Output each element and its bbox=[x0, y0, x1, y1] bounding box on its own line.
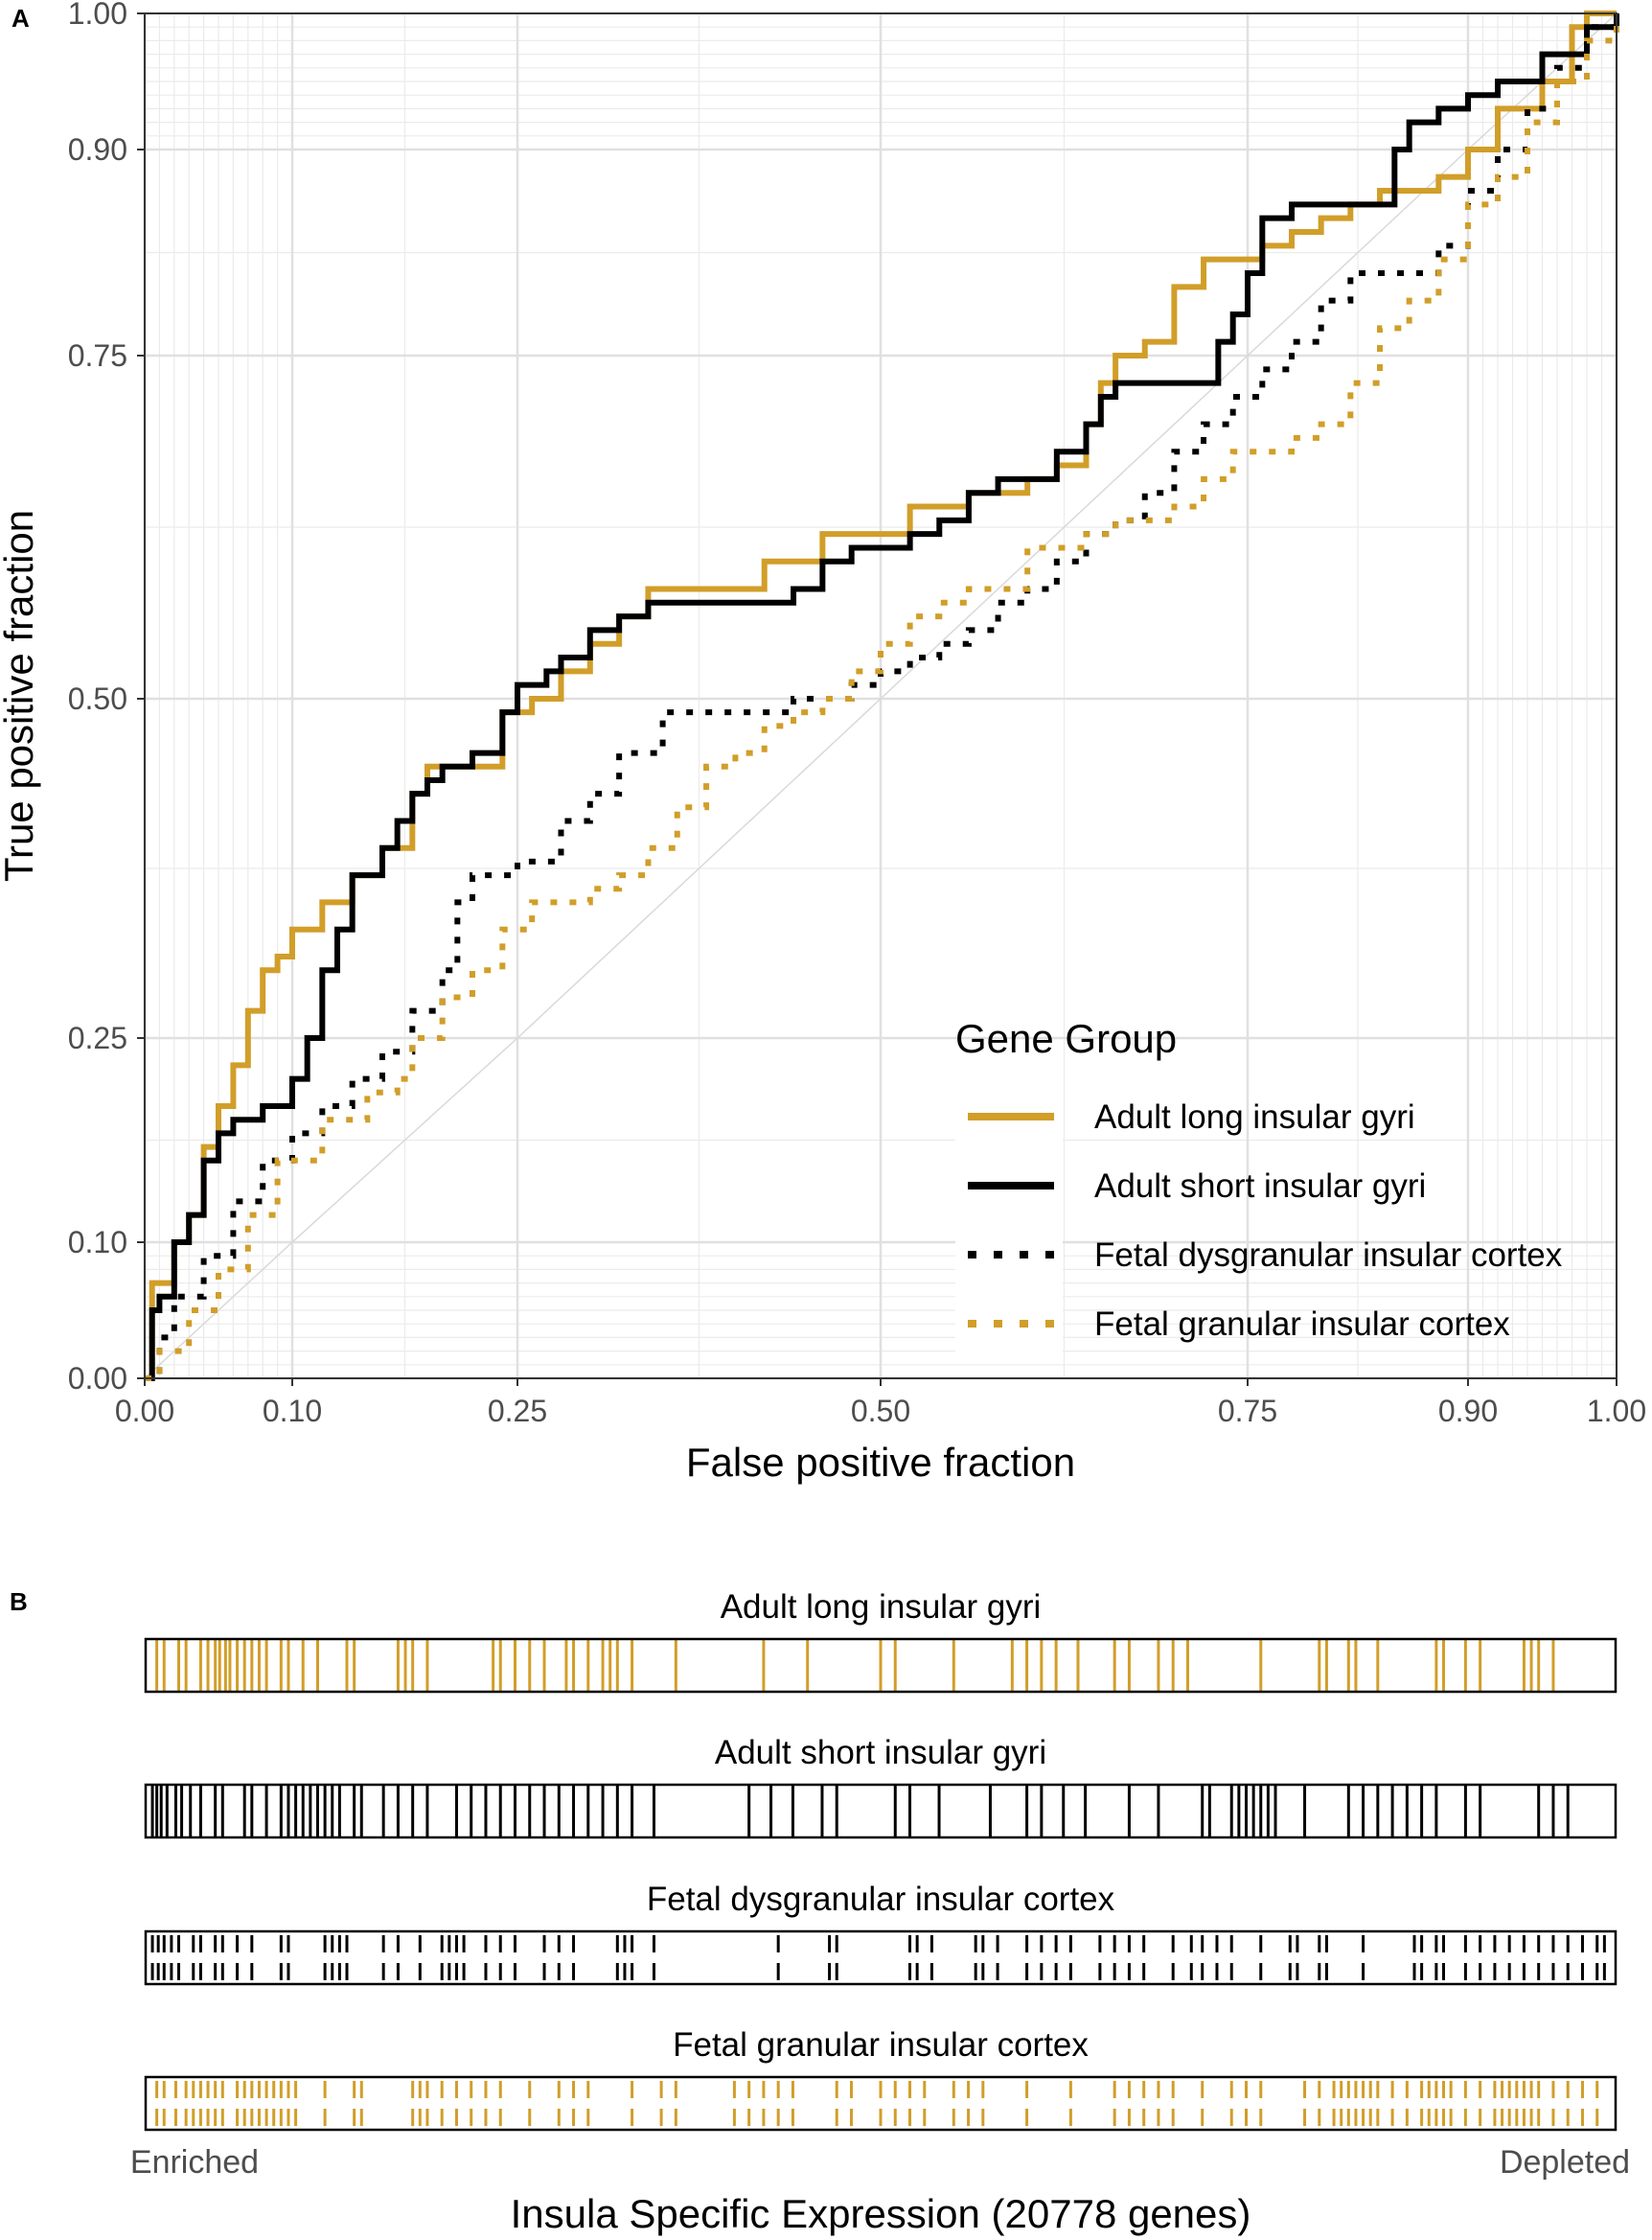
roc-diagonal-line bbox=[144, 12, 1618, 1379]
barcode-title-2: Adult short insular gyri bbox=[715, 1734, 1046, 1771]
barcode-right-label: Depleted bbox=[1500, 2144, 1630, 2181]
barcode-group: Adult long insular gyri Adult short insul… bbox=[144, 1588, 1618, 2132]
roc-x-tick-label: 0.00 bbox=[115, 1394, 174, 1428]
barcode-box-1 bbox=[144, 1637, 1618, 1694]
roc-x-ticks: 0.00 0.10 0.25 0.50 0.75 0.90 1.00 bbox=[115, 1378, 1646, 1428]
legend-label-4: Fetal granular insular cortex bbox=[1094, 1305, 1510, 1343]
roc-y-axis-title: True positive fraction bbox=[0, 510, 41, 882]
roc-x-tick-label: 0.90 bbox=[1438, 1394, 1498, 1428]
barcode-box-2 bbox=[144, 1783, 1618, 1839]
roc-series-group bbox=[145, 11, 1619, 1381]
roc-series-line-2 bbox=[145, 13, 1619, 1381]
roc-y-tick-label: 0.75 bbox=[68, 338, 127, 373]
roc-x-tick-label: 0.10 bbox=[263, 1394, 322, 1428]
roc-y-tick-label: 0.90 bbox=[68, 132, 127, 167]
roc-x-axis-title: False positive fraction bbox=[686, 1440, 1075, 1485]
roc-y-tick-label: 0.50 bbox=[68, 681, 127, 716]
roc-y-tick-label: 0.00 bbox=[68, 1361, 127, 1396]
roc-y-tick-label: 0.25 bbox=[68, 1021, 127, 1055]
roc-reference-line bbox=[144, 12, 1618, 1379]
panel-b-label: B bbox=[10, 1587, 28, 1616]
roc-x-tick-label: 0.50 bbox=[851, 1394, 910, 1428]
roc-x-tick-label: 0.75 bbox=[1218, 1394, 1277, 1428]
barcode-title-3: Fetal dysgranular insular cortex bbox=[647, 1881, 1115, 1918]
roc-y-tick-label: 0.10 bbox=[68, 1225, 127, 1259]
legend-title: Gene Group bbox=[955, 1016, 1177, 1061]
barcode-left-label: Enriched bbox=[130, 2144, 259, 2181]
legend-label-1: Adult long insular gyri bbox=[1094, 1098, 1415, 1136]
roc-series-line-3 bbox=[145, 13, 1619, 1381]
barcode-title-1: Adult long insular gyri bbox=[721, 1588, 1042, 1626]
panel-a-label: A bbox=[11, 4, 30, 33]
legend-label-2: Adult short insular gyri bbox=[1094, 1167, 1426, 1205]
roc-y-ticks: 0.00 0.10 0.25 0.50 0.75 0.90 1.00 bbox=[68, 0, 145, 1396]
barcode-box-3 bbox=[144, 1929, 1618, 1986]
roc-x-tick-label: 1.00 bbox=[1587, 1394, 1646, 1428]
roc-x-tick-label: 0.25 bbox=[488, 1394, 547, 1428]
barcode-box-4 bbox=[144, 2075, 1618, 2132]
barcode-title-4: Fetal granular insular cortex bbox=[673, 2026, 1089, 2064]
legend-label-3: Fetal dysgranular insular cortex bbox=[1094, 1236, 1563, 1274]
roc-y-tick-label: 1.00 bbox=[68, 0, 127, 31]
legend: Adult long insular gyri Adult short insul… bbox=[955, 1086, 1563, 1354]
barcode-x-axis-title: Insula Specific Expression (20778 genes) bbox=[511, 2191, 1251, 2236]
roc-series-line-4 bbox=[145, 13, 1619, 1381]
